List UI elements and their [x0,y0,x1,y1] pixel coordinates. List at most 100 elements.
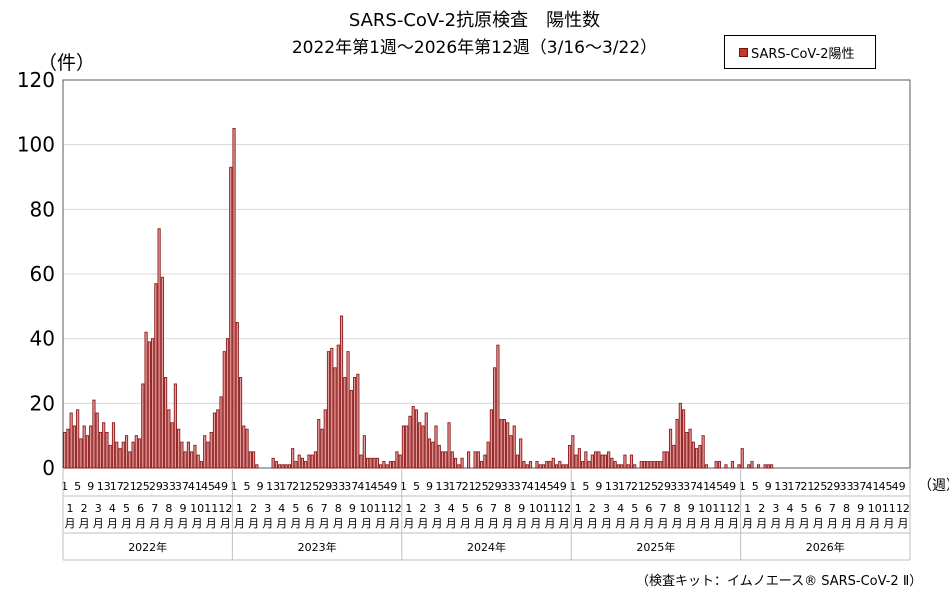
bar [646,461,650,469]
bar [232,128,236,469]
y-tick-label: 20 [30,391,55,415]
x-week-label: 25 [813,480,827,493]
bar [717,461,722,469]
x-month-suffix: 月 [770,517,781,530]
x-week-label: 41 [357,480,371,493]
x-month-suffix: 月 [502,517,513,530]
x-month-label: 2 [758,502,765,515]
bar [248,451,252,469]
x-month-suffix: 月 [841,517,852,530]
bar [72,425,76,469]
x-month-label: 9 [179,502,186,515]
bar [581,461,585,469]
bar [209,431,213,469]
bar [271,457,275,469]
bar [66,428,70,469]
bar [447,422,451,469]
x-week-label: 49 [722,480,736,493]
x-month-suffix: 月 [375,517,386,530]
x-month-suffix: 月 [799,517,810,530]
x-week-label: 5 [74,480,81,493]
bar [180,441,184,469]
x-month-label: 3 [434,502,441,515]
x-year-label: 2024年 [467,540,506,554]
bar [620,464,624,469]
bar [63,431,67,469]
x-month-label: 7 [490,502,497,515]
x-month-label: 11 [204,502,218,515]
bar [343,377,347,469]
bar [633,464,637,469]
x-month-suffix: 月 [869,517,880,530]
x-week-label: 45 [540,480,554,493]
x-month-suffix: 月 [742,517,753,530]
x-month-label: 9 [857,502,864,515]
x-month-label: 4 [109,502,116,515]
bar [375,457,379,469]
bar [242,425,246,469]
x-week-label: 45 [709,480,723,493]
x-week-label: 49 [214,480,228,493]
x-week-label: 1 [400,480,407,493]
x-week-label: 5 [244,480,251,493]
bar [668,428,673,469]
plot-border [62,79,911,469]
bar [336,344,340,469]
x-month-label: 10 [698,502,712,515]
x-week-label: 9 [257,480,264,493]
x-month-label: 5 [123,502,130,515]
bar [216,409,220,469]
x-month-suffix: 月 [827,517,838,530]
bar [352,377,357,469]
bar [79,438,83,469]
bar [489,409,493,469]
x-month-label: 2 [419,502,426,515]
bar [154,283,158,469]
x-week-label: 1 [61,480,68,493]
bar [564,464,568,469]
bar [750,461,754,469]
x-month-label: 2 [81,502,88,515]
bar [160,276,164,469]
x-week-label: 29 [826,480,840,493]
bar [333,367,337,469]
x-week-label: 29 [149,480,163,493]
x-month-label: 4 [278,502,285,515]
bar [157,228,161,469]
x-month-suffix: 月 [220,517,231,530]
bar [330,347,334,469]
bar [740,448,744,469]
bar [369,457,373,469]
bar [131,441,135,469]
x-month-label: 9 [518,502,525,515]
x-week-label: 5 [582,480,589,493]
bar [558,461,562,469]
bar [287,464,291,469]
bar [69,412,73,469]
x-month-suffix: 月 [686,517,697,530]
x-month-suffix: 月 [601,517,612,530]
bar [639,461,643,469]
bar [678,402,682,469]
x-month-suffix: 月 [65,517,76,530]
bar [522,461,526,469]
x-week-label: 29 [318,480,332,493]
x-month-label: 5 [631,502,638,515]
bar [763,464,767,469]
bar [362,435,366,469]
x-week-label: 5 [413,480,420,493]
x-month-label: 6 [307,502,314,515]
x-month-suffix: 月 [149,517,160,530]
footnote: （検査キット：イムノエース® SARS-CoV-2 Ⅱ） [636,574,923,589]
x-month-label: 3 [264,502,271,515]
bar [229,166,233,469]
x-month-label: 6 [476,502,483,515]
bar [89,425,93,469]
x-week-label: 49 [892,480,906,493]
x-month-suffix: 月 [347,517,358,530]
x-week-label: 33 [670,480,684,493]
bar [714,461,718,469]
x-month-label: 4 [448,502,455,515]
x-month-suffix: 月 [417,517,428,530]
